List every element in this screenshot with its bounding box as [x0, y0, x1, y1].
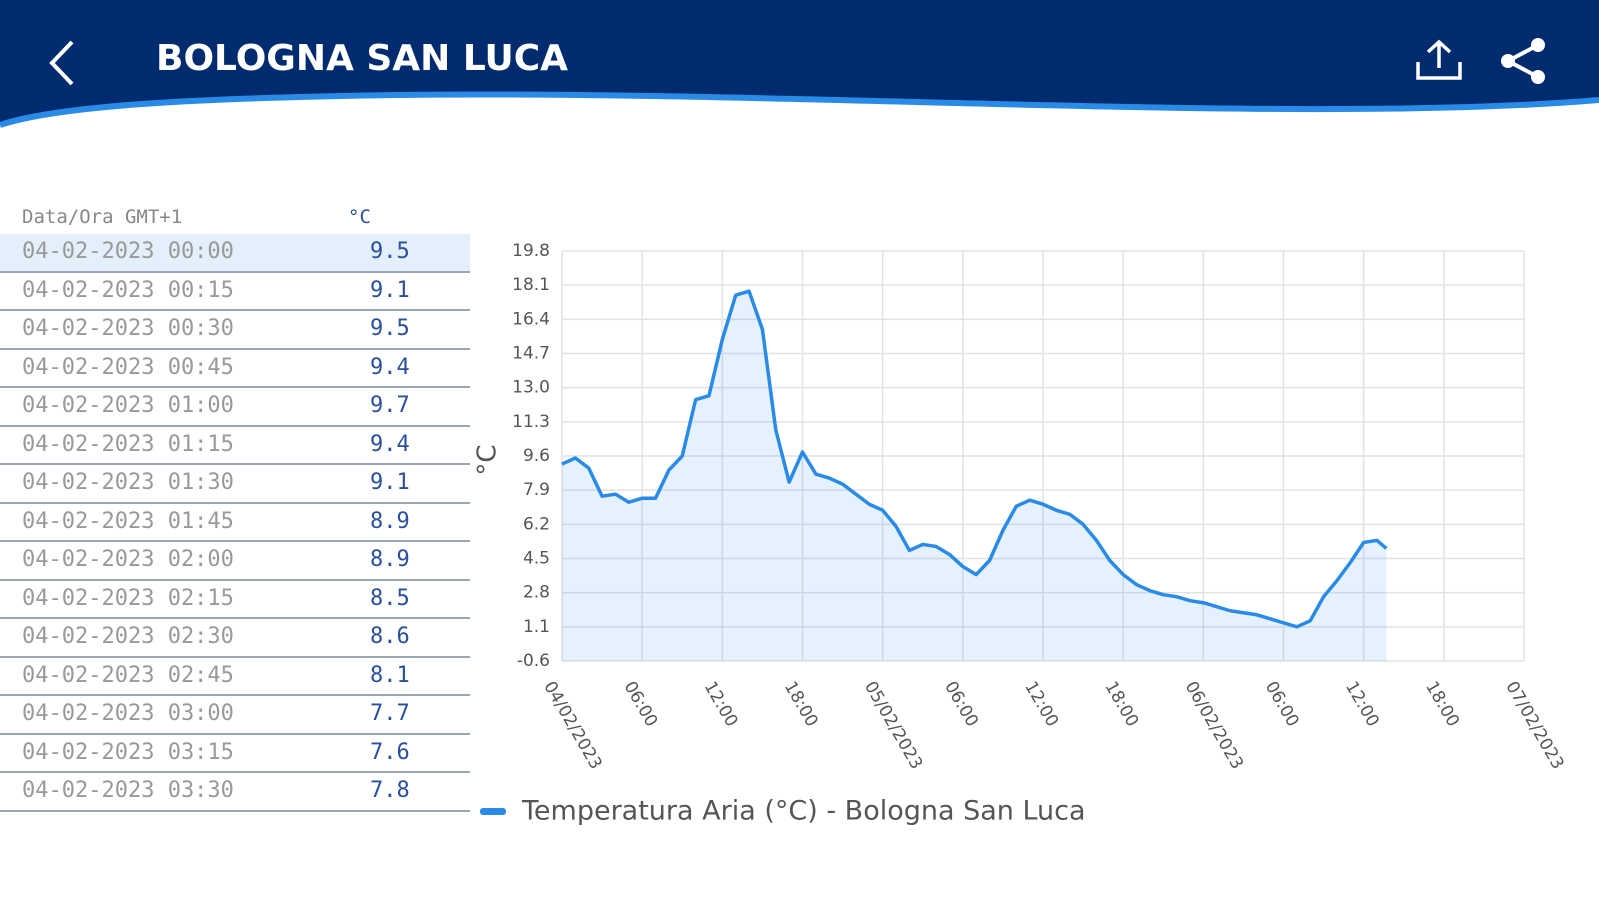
back-button[interactable]	[40, 36, 84, 90]
row-time: 04-02-2023 03:00	[22, 701, 234, 726]
y-axis-label: °C	[473, 444, 503, 475]
y-tick-label: -0.6	[517, 651, 550, 671]
x-tick-label: 18:00	[1101, 678, 1143, 730]
y-tick-label: 19.8	[512, 241, 550, 261]
x-tick-label: 06/02/2023	[1181, 678, 1247, 773]
y-tick-label: 18.1	[512, 275, 550, 295]
row-time: 04-02-2023 01:45	[22, 508, 234, 534]
row-value: 8.9	[370, 508, 410, 534]
header-wave	[0, 91, 1599, 128]
row-time: 04-02-2023 01:30	[22, 470, 234, 495]
column-header: Data/Ora GMT+1	[22, 206, 183, 228]
row-value: 8.1	[370, 662, 410, 688]
row-time: 04-02-2023 00:00	[22, 239, 234, 264]
table-row[interactable]: 04-02-2023 02:15 8.5	[0, 581, 470, 619]
table-row[interactable]: 04-02-2023 00:30 9.5	[0, 311, 470, 350]
table-row[interactable]: 04-02-2023 00:00 9.5	[0, 234, 470, 273]
y-tick-label: 4.5	[523, 549, 550, 569]
y-tick-label: 2.8	[523, 583, 550, 603]
y-tick-label: 9.6	[523, 446, 550, 466]
row-value: 7.8	[370, 778, 410, 803]
export-button[interactable]	[1412, 38, 1466, 84]
row-value: 9.7	[370, 393, 410, 418]
data-table: Data/Ora GMT+1 °C 04-02-2023 00:00 9.5 04-02…	[0, 200, 470, 812]
row-time: 04-02-2023 02:00	[22, 547, 234, 572]
line	[561, 289, 1388, 629]
row-value: 9.5	[370, 316, 410, 341]
y-tick-label: 6.2	[523, 514, 550, 534]
y-tick-label: 16.4	[512, 309, 550, 329]
row-value: 7.6	[370, 739, 410, 765]
x-tick-label: 12:00	[700, 678, 742, 730]
x-tick-label: 06:00	[620, 678, 662, 730]
row-time: 04-02-2023 03:30	[22, 778, 234, 803]
table-row[interactable]: 04-02-2023 03:30 7.8	[0, 773, 470, 812]
header	[0, 0, 1599, 128]
row-time: 04-02-2023 02:45	[22, 662, 234, 688]
row-value: 8.9	[370, 547, 410, 572]
legend-swatch	[480, 808, 506, 815]
row-value: 8.6	[370, 624, 410, 649]
column-header: °C	[348, 206, 371, 228]
row-time: 04-02-2023 02:15	[22, 585, 234, 611]
table-row[interactable]: 04-02-2023 00:15 9.1	[0, 273, 470, 311]
table-row[interactable]: 04-02-2023 03:00 7.7	[0, 696, 470, 735]
row-value: 9.4	[370, 354, 410, 380]
x-tick-label: 06:00	[940, 678, 982, 730]
row-value: 7.7	[370, 701, 410, 726]
x-tick-label: 06:00	[1261, 678, 1303, 730]
y-tick-label: 11.3	[512, 412, 550, 432]
row-value: 9.5	[370, 239, 410, 264]
table-row[interactable]: 04-02-2023 03:15 7.6	[0, 735, 470, 773]
header-title: BOLOGNA SAN LUCA	[156, 38, 568, 79]
table-header: Data/Ora GMT+1 °C	[0, 200, 470, 234]
table-row[interactable]: 04-02-2023 01:45 8.9	[0, 504, 470, 542]
table-row[interactable]: 04-02-2023 01:30 9.1	[0, 465, 470, 504]
table-row[interactable]: 04-02-2023 01:15 9.4	[0, 427, 470, 465]
row-time: 04-02-2023 02:30	[22, 624, 234, 649]
y-tick-label: 7.9	[523, 480, 550, 500]
row-time: 04-02-2023 03:15	[22, 739, 234, 765]
x-tick-label: 05/02/2023	[860, 678, 926, 773]
table-row[interactable]: 04-02-2023 02:45 8.1	[0, 658, 470, 696]
table-row[interactable]: 04-02-2023 01:00 9.7	[0, 388, 470, 427]
share-button[interactable]	[1498, 36, 1552, 86]
table-row[interactable]: 04-02-2023 00:45 9.4	[0, 350, 470, 388]
row-value: 9.4	[370, 431, 410, 457]
chart: 19.8 18.1 16.4 14.7 13.0 11.3 9.6 7.9 6.2 4.5 2.8 1…	[473, 241, 1568, 827]
row-value: 8.5	[370, 585, 410, 611]
row-value: 9.1	[370, 277, 410, 303]
x-tick-label: 18:00	[1421, 678, 1463, 730]
x-tick-label: 07/02/2023	[1501, 678, 1567, 773]
row-time: 04-02-2023 00:15	[22, 277, 234, 303]
x-tick-label: 04/02/2023	[539, 678, 605, 773]
table-row[interactable]: 04-02-2023 02:30 8.6	[0, 619, 470, 658]
row-time: 04-02-2023 00:45	[22, 354, 234, 380]
table-row[interactable]: 04-02-2023 02:00 8.9	[0, 542, 470, 581]
y-tick-label: 1.1	[523, 617, 550, 637]
row-time: 04-02-2023 01:00	[22, 393, 234, 418]
y-tick-label: 14.7	[512, 344, 550, 364]
y-tick-label: 13.0	[512, 378, 550, 398]
row-value: 9.1	[370, 470, 410, 495]
x-tick-label: 18:00	[780, 678, 822, 730]
area	[562, 291, 1387, 661]
x-tick-label: 12:00	[1020, 678, 1062, 730]
x-tick-label: 12:00	[1341, 678, 1383, 730]
row-time: 04-02-2023 01:15	[22, 431, 234, 457]
legend-label: Temperatura Aria (°C) - Bologna San Luca	[521, 796, 1086, 827]
row-time: 04-02-2023 00:30	[22, 316, 234, 341]
